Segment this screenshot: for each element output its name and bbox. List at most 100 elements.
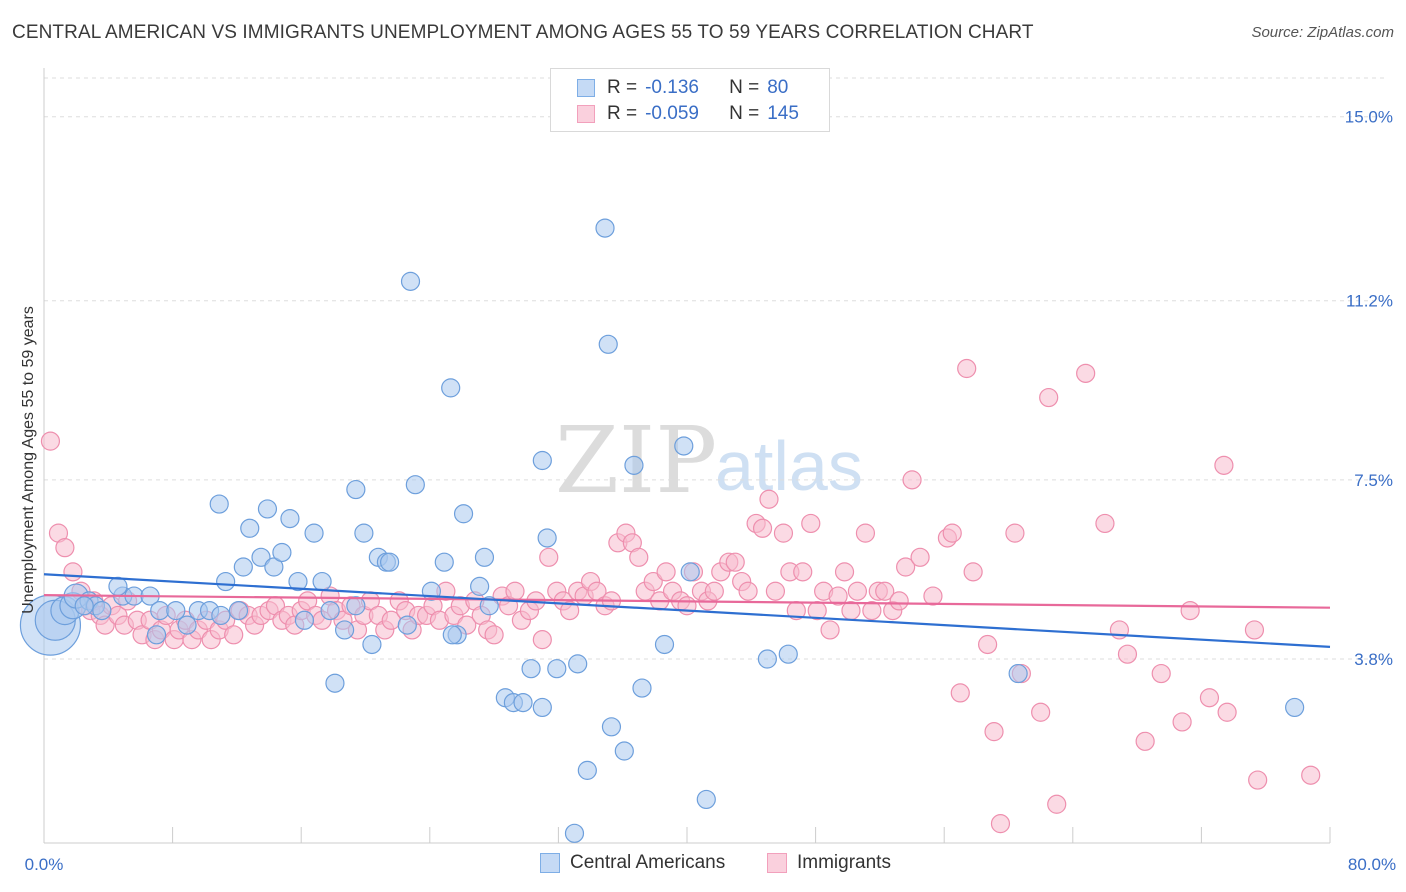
data-point-central-americans — [257, 499, 278, 519]
data-point-immigrants — [505, 581, 525, 601]
data-point-central-americans — [146, 625, 167, 645]
data-point-central-americans — [521, 659, 541, 679]
data-point-immigrants — [957, 358, 977, 379]
data-point-central-americans — [228, 600, 249, 621]
data-point-central-americans — [240, 518, 260, 538]
data-point-immigrants — [828, 586, 848, 606]
data-point-immigrants — [875, 581, 895, 601]
data-point-central-americans — [598, 334, 618, 354]
data-point-immigrants — [532, 630, 552, 650]
data-point-central-americans — [211, 605, 231, 626]
legend-r-value: -0.136 — [645, 77, 699, 98]
data-point-immigrants — [40, 431, 61, 451]
data-point-immigrants — [1217, 702, 1237, 722]
data-point-central-americans — [532, 697, 552, 718]
data-point-immigrants — [298, 591, 318, 611]
trend-line-immigrants — [43, 594, 1331, 609]
data-point-central-americans — [479, 596, 499, 616]
data-point-immigrants — [862, 600, 882, 621]
data-point-central-americans — [1008, 663, 1028, 684]
data-point-immigrants — [1244, 620, 1265, 640]
data-point-immigrants — [629, 547, 649, 567]
data-point-central-americans — [74, 596, 94, 616]
y-tick-label: 3.8% — [1354, 650, 1393, 669]
data-point-immigrants — [752, 518, 773, 538]
legend-r-value: -0.059 — [645, 103, 699, 124]
data-point-central-americans — [272, 542, 292, 563]
data-point-immigrants — [1172, 712, 1192, 732]
data-point-immigrants — [55, 538, 75, 558]
data-point-immigrants — [63, 562, 83, 582]
series-legend-label: Central Americans — [570, 852, 726, 873]
data-point-immigrants — [1301, 765, 1321, 785]
data-point-central-americans — [624, 455, 644, 475]
data-point-immigrants — [990, 814, 1011, 834]
data-point-central-americans — [108, 576, 128, 596]
x-tick-label: 0.0% — [25, 855, 64, 874]
data-point-central-americans — [380, 552, 400, 572]
series-legend-swatch-blue — [540, 853, 560, 873]
series-legend-item-immigrants: Immigrants — [767, 852, 891, 874]
data-point-immigrants — [725, 552, 745, 572]
legend-swatch-blue — [577, 79, 595, 97]
y-axis-label-wrap: Unemployment Among Ages 55 to 59 years — [14, 70, 44, 850]
data-point-central-americans — [166, 600, 186, 621]
data-point-immigrants — [1214, 455, 1234, 475]
data-point-central-americans — [346, 596, 366, 616]
data-point-immigrants — [834, 562, 855, 582]
data-point-central-americans — [294, 610, 315, 630]
legend-swatch-pink — [577, 105, 595, 123]
data-point-immigrants — [855, 523, 876, 543]
data-point-immigrants — [539, 547, 559, 567]
data-point-central-americans — [434, 552, 454, 572]
data-point-central-americans — [654, 634, 675, 655]
data-point-immigrants — [1095, 513, 1115, 534]
legend-n-label: N = — [729, 103, 760, 124]
data-point-central-americans — [362, 634, 382, 655]
data-point-immigrants — [560, 600, 580, 621]
data-point-central-americans — [674, 436, 694, 456]
data-point-immigrants — [978, 634, 998, 655]
data-point-central-americans — [614, 741, 634, 761]
y-axis-label: Unemployment Among Ages 55 to 59 years — [20, 306, 37, 614]
data-point-immigrants — [847, 581, 867, 601]
series-legend: Central Americans Immigrants — [0, 852, 1406, 878]
watermark-atlas: atlas — [715, 427, 863, 505]
data-point-immigrants — [793, 562, 813, 582]
data-point-central-americans — [216, 571, 236, 592]
data-point-central-americans — [325, 673, 345, 693]
data-point-immigrants — [841, 600, 861, 621]
series-legend-label: Immigrants — [797, 852, 891, 873]
data-point-immigrants — [484, 625, 504, 645]
data-point-immigrants — [923, 586, 943, 606]
data-point-central-americans — [304, 523, 324, 543]
data-point-central-americans — [1285, 697, 1305, 718]
data-point-immigrants — [889, 591, 909, 611]
data-point-central-americans — [595, 218, 615, 238]
data-point-central-americans — [400, 271, 421, 291]
data-point-central-americans — [264, 557, 284, 577]
data-point-immigrants — [1199, 688, 1220, 708]
data-point-immigrants — [942, 523, 962, 543]
legend-row-central-americans: R = -0.136 N = 80 — [577, 76, 788, 100]
data-point-central-americans — [288, 571, 308, 592]
data-point-central-americans — [778, 644, 798, 664]
legend-row-immigrants: R = -0.059 N = 145 — [577, 102, 799, 126]
data-point-immigrants — [1180, 600, 1200, 621]
data-point-immigrants — [704, 581, 724, 601]
data-point-immigrants — [963, 562, 983, 582]
data-point-immigrants — [1047, 794, 1067, 814]
data-point-central-americans — [757, 649, 777, 669]
data-point-immigrants — [1031, 702, 1051, 722]
data-point-central-americans — [453, 504, 474, 524]
data-point-central-americans — [532, 450, 552, 471]
y-tick-label: 15.0% — [1345, 108, 1393, 127]
data-point-immigrants — [765, 581, 786, 601]
data-point-immigrants — [643, 571, 663, 592]
data-point-central-americans — [346, 479, 366, 500]
data-point-central-americans — [312, 571, 332, 592]
data-point-central-americans — [354, 523, 374, 543]
data-point-immigrants — [738, 581, 758, 601]
data-point-central-americans — [150, 600, 170, 621]
